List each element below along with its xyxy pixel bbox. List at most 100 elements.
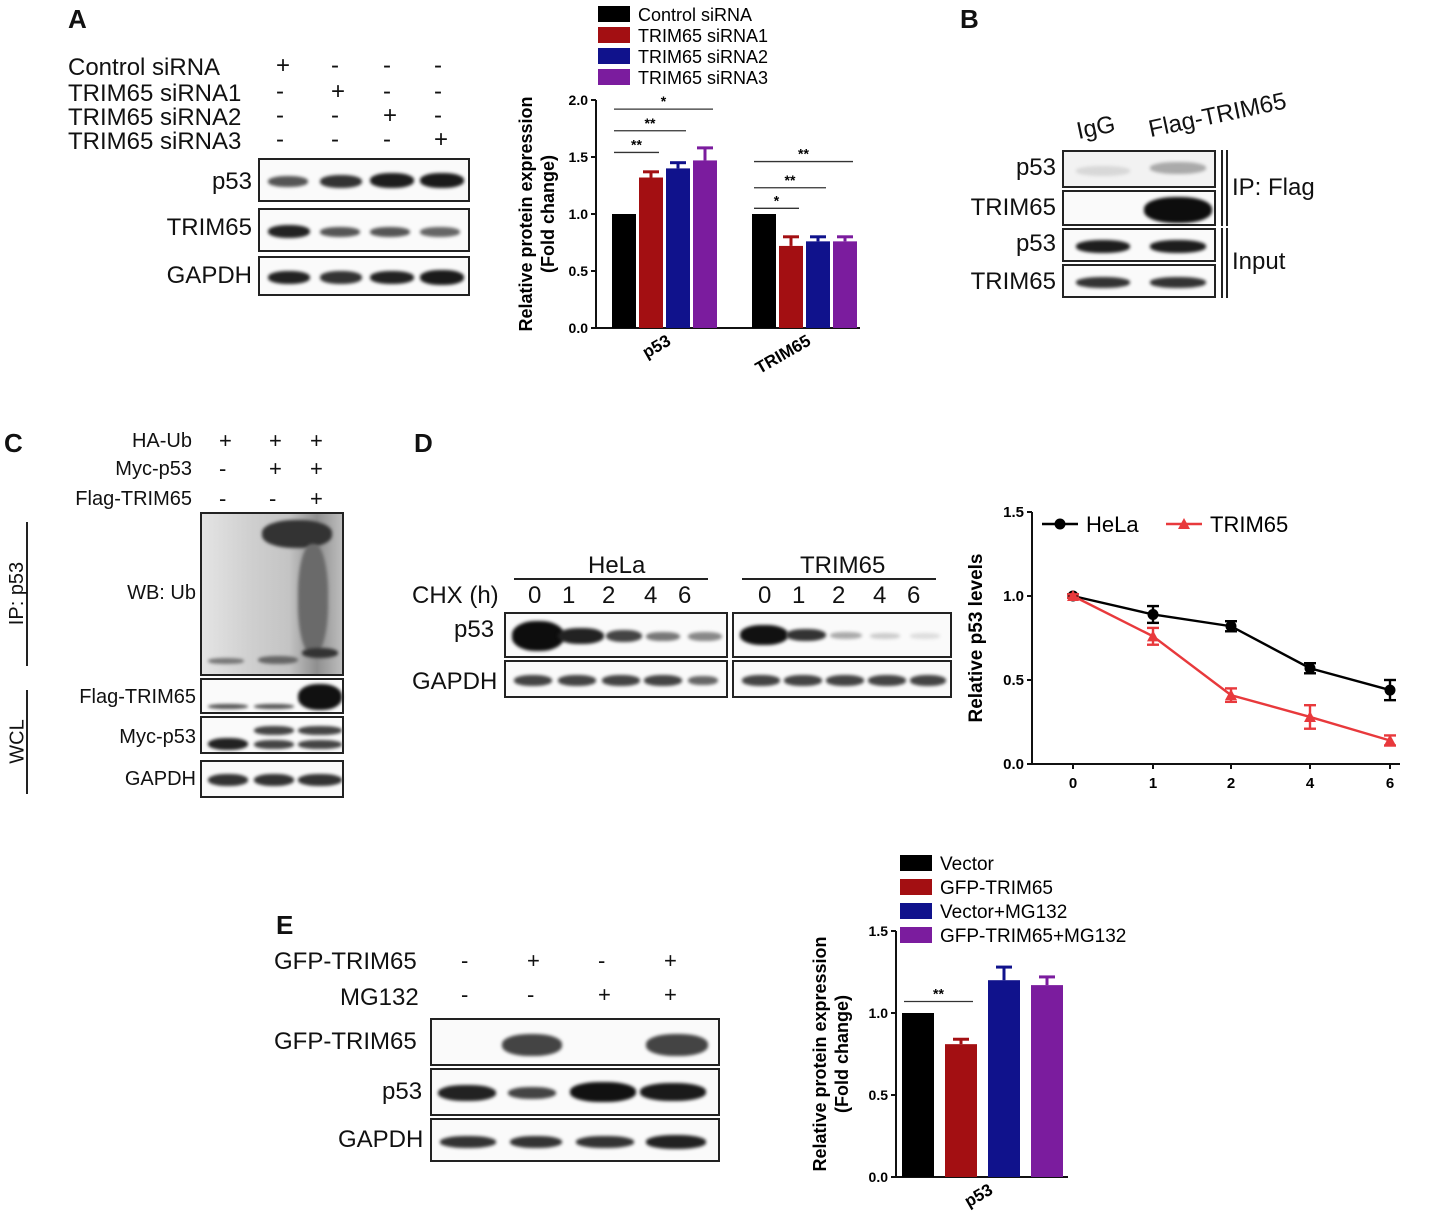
group-label: TRIM65 bbox=[800, 552, 886, 579]
x-tick-label: 6 bbox=[1386, 775, 1394, 792]
bar bbox=[639, 177, 663, 328]
legend-swatch bbox=[598, 27, 630, 43]
legend-swatch bbox=[900, 903, 932, 919]
sign-mark: + bbox=[598, 982, 611, 1007]
bracket-ip bbox=[1221, 150, 1223, 226]
blot-label: p53 bbox=[1015, 154, 1056, 181]
data-point bbox=[1147, 608, 1159, 620]
time-tick: 1 bbox=[562, 582, 576, 609]
condition-label: Control siRNA bbox=[68, 54, 221, 81]
sign-mark: - bbox=[276, 102, 284, 129]
legend-swatch bbox=[598, 69, 630, 85]
sign-mark: + bbox=[383, 102, 398, 129]
y-tick-label: 2.0 bbox=[569, 92, 589, 108]
sign-mark: - bbox=[434, 102, 442, 129]
blot-e-p53 bbox=[430, 1068, 720, 1116]
y-tick-label: 1.5 bbox=[569, 149, 589, 165]
blot-c-flag bbox=[200, 678, 344, 714]
condition-label: Flag-TRIM65 bbox=[75, 488, 192, 510]
bar bbox=[945, 1044, 977, 1177]
blot-d-hela-p53 bbox=[504, 612, 728, 658]
sign-mark: + bbox=[310, 486, 323, 511]
x-tick-label: 4 bbox=[1306, 775, 1315, 792]
legend-label: HeLa bbox=[1086, 512, 1139, 537]
legend-label: Control siRNA bbox=[638, 5, 752, 25]
sign-mark: - bbox=[331, 52, 339, 79]
blot-e-gfp bbox=[430, 1018, 720, 1066]
blot-d-trim65-p53 bbox=[732, 612, 952, 658]
bar bbox=[666, 168, 690, 328]
y-tick-label: 0.0 bbox=[1003, 756, 1024, 773]
panel-e-label: E bbox=[276, 910, 294, 940]
sign-mark: - bbox=[331, 102, 339, 129]
blot-b-ip-trim65 bbox=[1062, 190, 1216, 226]
sign-mark: + bbox=[269, 456, 282, 481]
time-tick: 6 bbox=[907, 582, 921, 609]
y-tick-label: 0.0 bbox=[569, 320, 589, 336]
blot-a-p53 bbox=[258, 158, 470, 202]
blot-label: Myc-p53 bbox=[119, 726, 196, 748]
bar bbox=[1031, 985, 1063, 1177]
blot-label: Flag-TRIM65 bbox=[79, 686, 196, 708]
blot-label: p53 bbox=[1015, 230, 1056, 257]
lane-label: IgG bbox=[1074, 110, 1118, 146]
blot-c-ub bbox=[200, 512, 344, 676]
panel-c-label: C bbox=[4, 428, 23, 458]
y-tick-label: 1.5 bbox=[869, 923, 889, 939]
category-label: p53 bbox=[961, 1180, 996, 1211]
legend-label: TRIM65 bbox=[1210, 512, 1288, 537]
blot-b-input-p53 bbox=[1062, 228, 1216, 262]
side-label: WCL bbox=[6, 719, 29, 764]
data-point bbox=[1147, 630, 1159, 642]
bar bbox=[902, 1013, 934, 1177]
group-underline bbox=[514, 578, 708, 580]
legend-swatch bbox=[598, 6, 630, 22]
y-axis-label: (Fold change) bbox=[538, 155, 558, 273]
bar bbox=[752, 214, 776, 328]
sign-mark: + bbox=[310, 428, 323, 453]
legend-label: TRIM65 siRNA2 bbox=[638, 47, 768, 67]
bar-chart-e: 0.0 0.5 1.0 1.5 Relative protein expression(… bbox=[810, 854, 1126, 1211]
sign-mark: + bbox=[434, 126, 449, 153]
time-tick: 4 bbox=[873, 582, 887, 609]
blot-c-gapdh bbox=[200, 760, 344, 798]
group-underline bbox=[742, 578, 936, 580]
condition-label: TRIM65 siRNA1 bbox=[68, 80, 242, 107]
blot-label: p53 bbox=[211, 168, 252, 195]
y-tick-label: 1.0 bbox=[869, 1005, 889, 1021]
x-tick-label: 0 bbox=[1069, 775, 1077, 792]
blot-label: p53 bbox=[382, 1078, 423, 1105]
sign-mark: + bbox=[310, 456, 323, 481]
y-tick-label: 1.0 bbox=[1003, 588, 1024, 605]
bar bbox=[612, 214, 636, 328]
sign-mark: - bbox=[219, 486, 227, 511]
panel-d-label: D bbox=[414, 428, 433, 458]
blot-d-hela-gapdh bbox=[504, 660, 728, 698]
bar bbox=[988, 980, 1020, 1177]
legend-marker bbox=[1054, 518, 1066, 530]
data-point bbox=[1225, 689, 1237, 701]
sign-mark: + bbox=[269, 428, 282, 453]
sign-mark: - bbox=[383, 52, 391, 79]
category-label: p53 bbox=[639, 331, 674, 362]
time-tick: 1 bbox=[792, 582, 806, 609]
sign-mark: - bbox=[461, 982, 469, 1007]
time-tick: 0 bbox=[528, 582, 542, 609]
data-point bbox=[1384, 684, 1396, 696]
side-label: IP: p53 bbox=[6, 561, 29, 626]
significance-label: * bbox=[661, 93, 667, 109]
time-tick: 6 bbox=[678, 582, 692, 609]
y-axis-label: Relative protein expression bbox=[810, 936, 830, 1171]
blot-b-ip-p53 bbox=[1062, 150, 1216, 188]
series-line bbox=[1072, 594, 1391, 742]
series-line bbox=[1072, 594, 1391, 692]
data-point bbox=[1304, 710, 1316, 722]
significance-label: ** bbox=[645, 115, 656, 131]
group-label: IP: Flag bbox=[1232, 174, 1315, 201]
bar bbox=[806, 241, 830, 328]
blot-c-myc bbox=[200, 716, 344, 754]
bar bbox=[833, 241, 857, 328]
y-axis-label: (Fold change) bbox=[832, 995, 852, 1113]
group-label: Input bbox=[1232, 248, 1286, 275]
blot-label: GAPDH bbox=[166, 262, 252, 289]
